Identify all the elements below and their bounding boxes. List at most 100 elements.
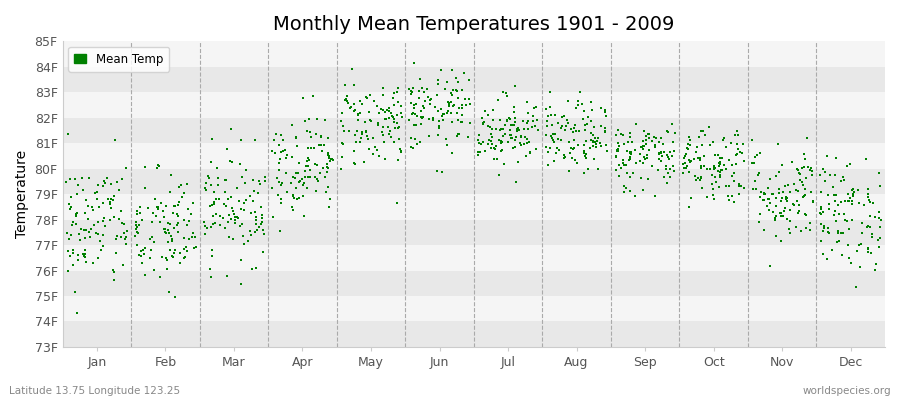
Point bbox=[608, 153, 623, 160]
Point bbox=[172, 199, 186, 206]
Point bbox=[432, 125, 446, 131]
Point bbox=[295, 176, 310, 182]
Point bbox=[854, 220, 868, 226]
Point bbox=[831, 202, 845, 209]
Point bbox=[403, 88, 418, 95]
Point bbox=[410, 113, 424, 120]
Point bbox=[273, 228, 287, 234]
Point bbox=[776, 189, 790, 196]
Point bbox=[705, 180, 719, 187]
Point bbox=[586, 124, 600, 130]
Point bbox=[860, 224, 875, 230]
Point bbox=[115, 262, 130, 268]
Point bbox=[648, 134, 662, 141]
Point bbox=[289, 170, 303, 176]
Point bbox=[735, 150, 750, 156]
Point bbox=[446, 102, 460, 109]
Point bbox=[155, 254, 169, 261]
Point bbox=[387, 139, 401, 145]
Point bbox=[744, 159, 759, 166]
Point bbox=[438, 136, 453, 142]
Point bbox=[62, 176, 77, 182]
Bar bbox=[62, 118, 885, 143]
Point bbox=[690, 154, 705, 161]
Point bbox=[359, 129, 374, 135]
Point bbox=[634, 143, 649, 150]
Point bbox=[445, 119, 459, 125]
Point bbox=[750, 151, 764, 158]
Point bbox=[171, 212, 185, 219]
Point bbox=[217, 225, 231, 231]
Point bbox=[539, 144, 554, 150]
Point bbox=[814, 221, 828, 228]
Point bbox=[247, 187, 261, 194]
Point bbox=[219, 203, 233, 209]
Point bbox=[529, 117, 544, 123]
Point bbox=[278, 170, 293, 176]
Point bbox=[359, 128, 374, 134]
Point bbox=[198, 187, 212, 194]
Point bbox=[621, 139, 635, 145]
Point bbox=[129, 219, 143, 225]
Point bbox=[752, 169, 766, 176]
Point bbox=[821, 224, 835, 231]
Point bbox=[585, 132, 599, 138]
Point bbox=[419, 86, 434, 92]
Point bbox=[769, 233, 783, 239]
Point bbox=[872, 170, 886, 176]
Point bbox=[266, 184, 280, 191]
Point bbox=[817, 178, 832, 184]
Point bbox=[577, 150, 591, 156]
Point bbox=[834, 230, 849, 236]
Point bbox=[290, 142, 304, 149]
Point bbox=[176, 216, 191, 223]
Point bbox=[814, 238, 828, 244]
Point bbox=[616, 141, 631, 147]
Point bbox=[654, 148, 669, 155]
Point bbox=[131, 252, 146, 259]
Point bbox=[471, 149, 485, 155]
Point bbox=[745, 137, 760, 144]
Point bbox=[346, 148, 361, 154]
Point bbox=[274, 200, 288, 206]
Point bbox=[681, 204, 696, 210]
Point bbox=[565, 154, 580, 161]
Point bbox=[652, 156, 667, 162]
Point bbox=[152, 163, 166, 170]
Point bbox=[797, 186, 812, 192]
Point bbox=[71, 257, 86, 263]
Point bbox=[732, 182, 746, 189]
Point bbox=[531, 127, 545, 133]
Point bbox=[618, 185, 633, 192]
Point bbox=[103, 199, 117, 206]
Point bbox=[762, 263, 777, 270]
Point bbox=[362, 146, 376, 152]
Point bbox=[822, 206, 836, 212]
Point bbox=[529, 104, 544, 110]
Point bbox=[667, 168, 681, 174]
Point bbox=[410, 101, 424, 108]
Point bbox=[244, 232, 258, 238]
Point bbox=[322, 158, 337, 164]
Point bbox=[502, 127, 517, 134]
Point bbox=[482, 112, 496, 118]
Point bbox=[403, 90, 418, 97]
Point bbox=[119, 165, 133, 171]
Point bbox=[421, 116, 436, 122]
Point bbox=[310, 176, 324, 182]
Point bbox=[815, 209, 830, 215]
Point bbox=[253, 181, 267, 188]
Point bbox=[843, 161, 858, 167]
Point bbox=[445, 92, 459, 98]
Point bbox=[711, 152, 725, 158]
Point bbox=[872, 215, 886, 221]
Point bbox=[508, 179, 523, 185]
Point bbox=[569, 128, 583, 134]
Point bbox=[485, 141, 500, 147]
Point bbox=[659, 163, 673, 169]
Point bbox=[321, 151, 336, 158]
Point bbox=[598, 128, 612, 134]
Point bbox=[226, 236, 240, 242]
Point bbox=[487, 145, 501, 151]
Point bbox=[406, 145, 420, 151]
